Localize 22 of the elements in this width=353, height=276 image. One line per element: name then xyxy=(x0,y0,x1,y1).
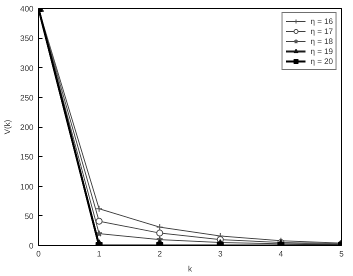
x-tick-label: 4 xyxy=(278,250,284,258)
x-tick-label: 0 xyxy=(36,250,42,258)
y-tick-label: 400 xyxy=(20,4,34,14)
y-tick-label: 150 xyxy=(20,152,34,162)
y-tick-label: 250 xyxy=(20,93,34,102)
y-axis-title: V(k) xyxy=(3,119,12,134)
y-tick-label: 200 xyxy=(20,123,34,132)
legend-label: η = 17 xyxy=(310,26,333,36)
legend-label: η = 16 xyxy=(310,16,333,26)
y-tick-label: 350 xyxy=(20,34,34,44)
x-tick-label: 2 xyxy=(157,250,162,258)
legend-label: η = 20 xyxy=(310,56,333,66)
legend-label: η = 18 xyxy=(310,36,333,46)
y-tick-label: 50 xyxy=(24,212,34,221)
y-tick-label: 100 xyxy=(20,182,34,192)
x-tick-label: 3 xyxy=(218,250,224,258)
x-tick-label: 5 xyxy=(339,250,344,258)
legend-label: η = 19 xyxy=(310,46,333,56)
x-axis-title: k xyxy=(188,264,193,274)
y-tick-label: 300 xyxy=(20,64,34,73)
y-tick-label: 0 xyxy=(29,242,34,250)
x-tick-label: 1 xyxy=(96,250,102,258)
